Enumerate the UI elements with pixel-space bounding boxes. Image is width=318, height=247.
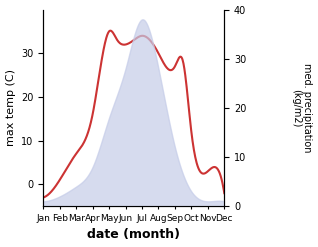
Y-axis label: med. precipitation
(kg/m2): med. precipitation (kg/m2): [291, 63, 313, 153]
X-axis label: date (month): date (month): [87, 228, 180, 242]
Y-axis label: max temp (C): max temp (C): [5, 69, 16, 146]
